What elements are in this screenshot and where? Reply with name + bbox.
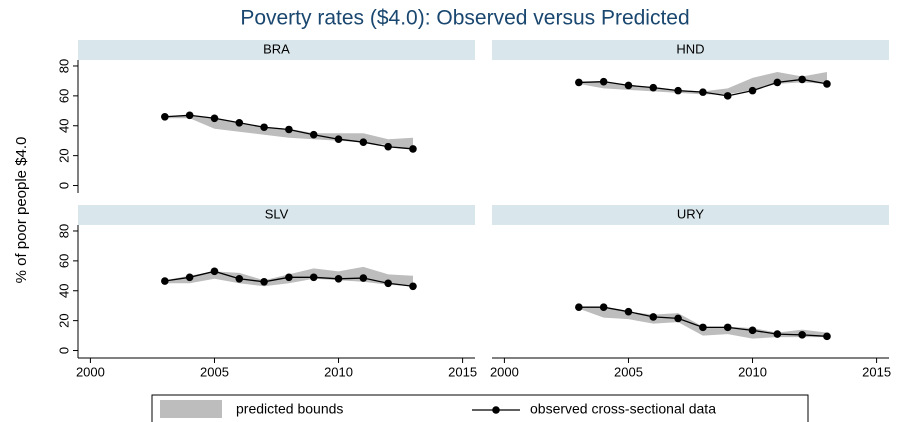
y-tick-label: 0 <box>56 347 71 354</box>
observed-point <box>185 111 194 120</box>
observed-point <box>649 313 658 321</box>
y-tick-label: 60 <box>56 254 71 268</box>
observed-point <box>699 323 707 332</box>
observed-point <box>823 80 831 88</box>
observed-point <box>699 88 707 96</box>
y-axis-label: % of poor people $4.0 <box>13 137 30 284</box>
y-tick-label: 0 <box>56 182 71 189</box>
panel-strip <box>492 40 889 60</box>
y-tick-label: 20 <box>56 148 71 162</box>
observed-point <box>359 138 368 146</box>
observed-point <box>334 274 343 283</box>
panel-title: BRA <box>263 41 290 56</box>
x-tick-label: 2015 <box>448 364 477 379</box>
observed-point <box>823 332 831 341</box>
observed-point <box>334 135 343 144</box>
observed-point <box>285 273 293 282</box>
observed-point <box>599 303 608 311</box>
observed-point <box>674 314 682 323</box>
observed-point <box>748 326 757 335</box>
observed-point <box>624 81 633 90</box>
observed-point <box>161 277 169 285</box>
x-tick-label: 2005 <box>200 364 229 379</box>
observed-point <box>575 303 583 311</box>
observed-point <box>624 307 633 316</box>
legend-label: observed cross-sectional data <box>530 401 716 417</box>
legend-swatch <box>160 400 222 418</box>
x-tick-label: 2000 <box>490 364 519 379</box>
observed-point <box>674 86 682 95</box>
y-tick-label: 80 <box>56 59 71 73</box>
observed-point <box>575 78 583 87</box>
y-tick-label: 20 <box>56 313 71 327</box>
observed-point <box>235 274 244 283</box>
observed-point <box>260 277 268 286</box>
observed-point <box>309 130 318 139</box>
observed-point <box>409 282 417 291</box>
observed-point <box>409 145 417 153</box>
observed-point <box>359 274 368 282</box>
y-tick-label: 40 <box>56 284 71 298</box>
observed-point <box>773 78 782 87</box>
y-tick-label: 60 <box>56 89 71 103</box>
panel-title: URY <box>677 206 705 221</box>
observed-point <box>798 331 806 339</box>
x-tick-label: 2015 <box>862 364 891 379</box>
x-tick-label: 2010 <box>324 364 353 379</box>
observed-point <box>235 118 244 127</box>
x-tick-label: 2010 <box>738 364 767 379</box>
observed-point <box>723 92 732 100</box>
observed-point <box>210 114 219 123</box>
observed-point <box>185 273 194 282</box>
observed-point <box>210 267 219 276</box>
panel-title: SLV <box>265 206 289 221</box>
panel-title: HND <box>676 41 704 56</box>
y-tick-label: 40 <box>56 119 71 133</box>
panel-strip <box>78 205 475 225</box>
legend <box>151 394 809 422</box>
observed-point <box>748 86 757 95</box>
observed-point <box>798 75 806 84</box>
observed-point <box>599 77 608 86</box>
observed-point <box>260 123 268 132</box>
observed-point <box>309 273 318 282</box>
y-tick-label: 80 <box>56 224 71 238</box>
predicted-band <box>578 307 827 339</box>
chart-title: Poverty rates ($4.0): Observed versus Pr… <box>240 7 689 30</box>
observed-point <box>723 323 732 332</box>
observed-point <box>161 112 169 121</box>
observed-point <box>773 330 782 338</box>
observed-point <box>384 279 392 288</box>
legend-marker <box>492 406 500 414</box>
observed-point <box>384 142 392 151</box>
x-tick-label: 2005 <box>614 364 643 379</box>
observed-point <box>649 83 658 92</box>
predicted-band <box>578 71 827 95</box>
legend-label: predicted bounds <box>236 401 343 417</box>
panel-strip <box>492 205 889 225</box>
x-tick-label: 2000 <box>76 364 105 379</box>
panel-strip <box>78 40 475 60</box>
observed-point <box>285 125 293 134</box>
